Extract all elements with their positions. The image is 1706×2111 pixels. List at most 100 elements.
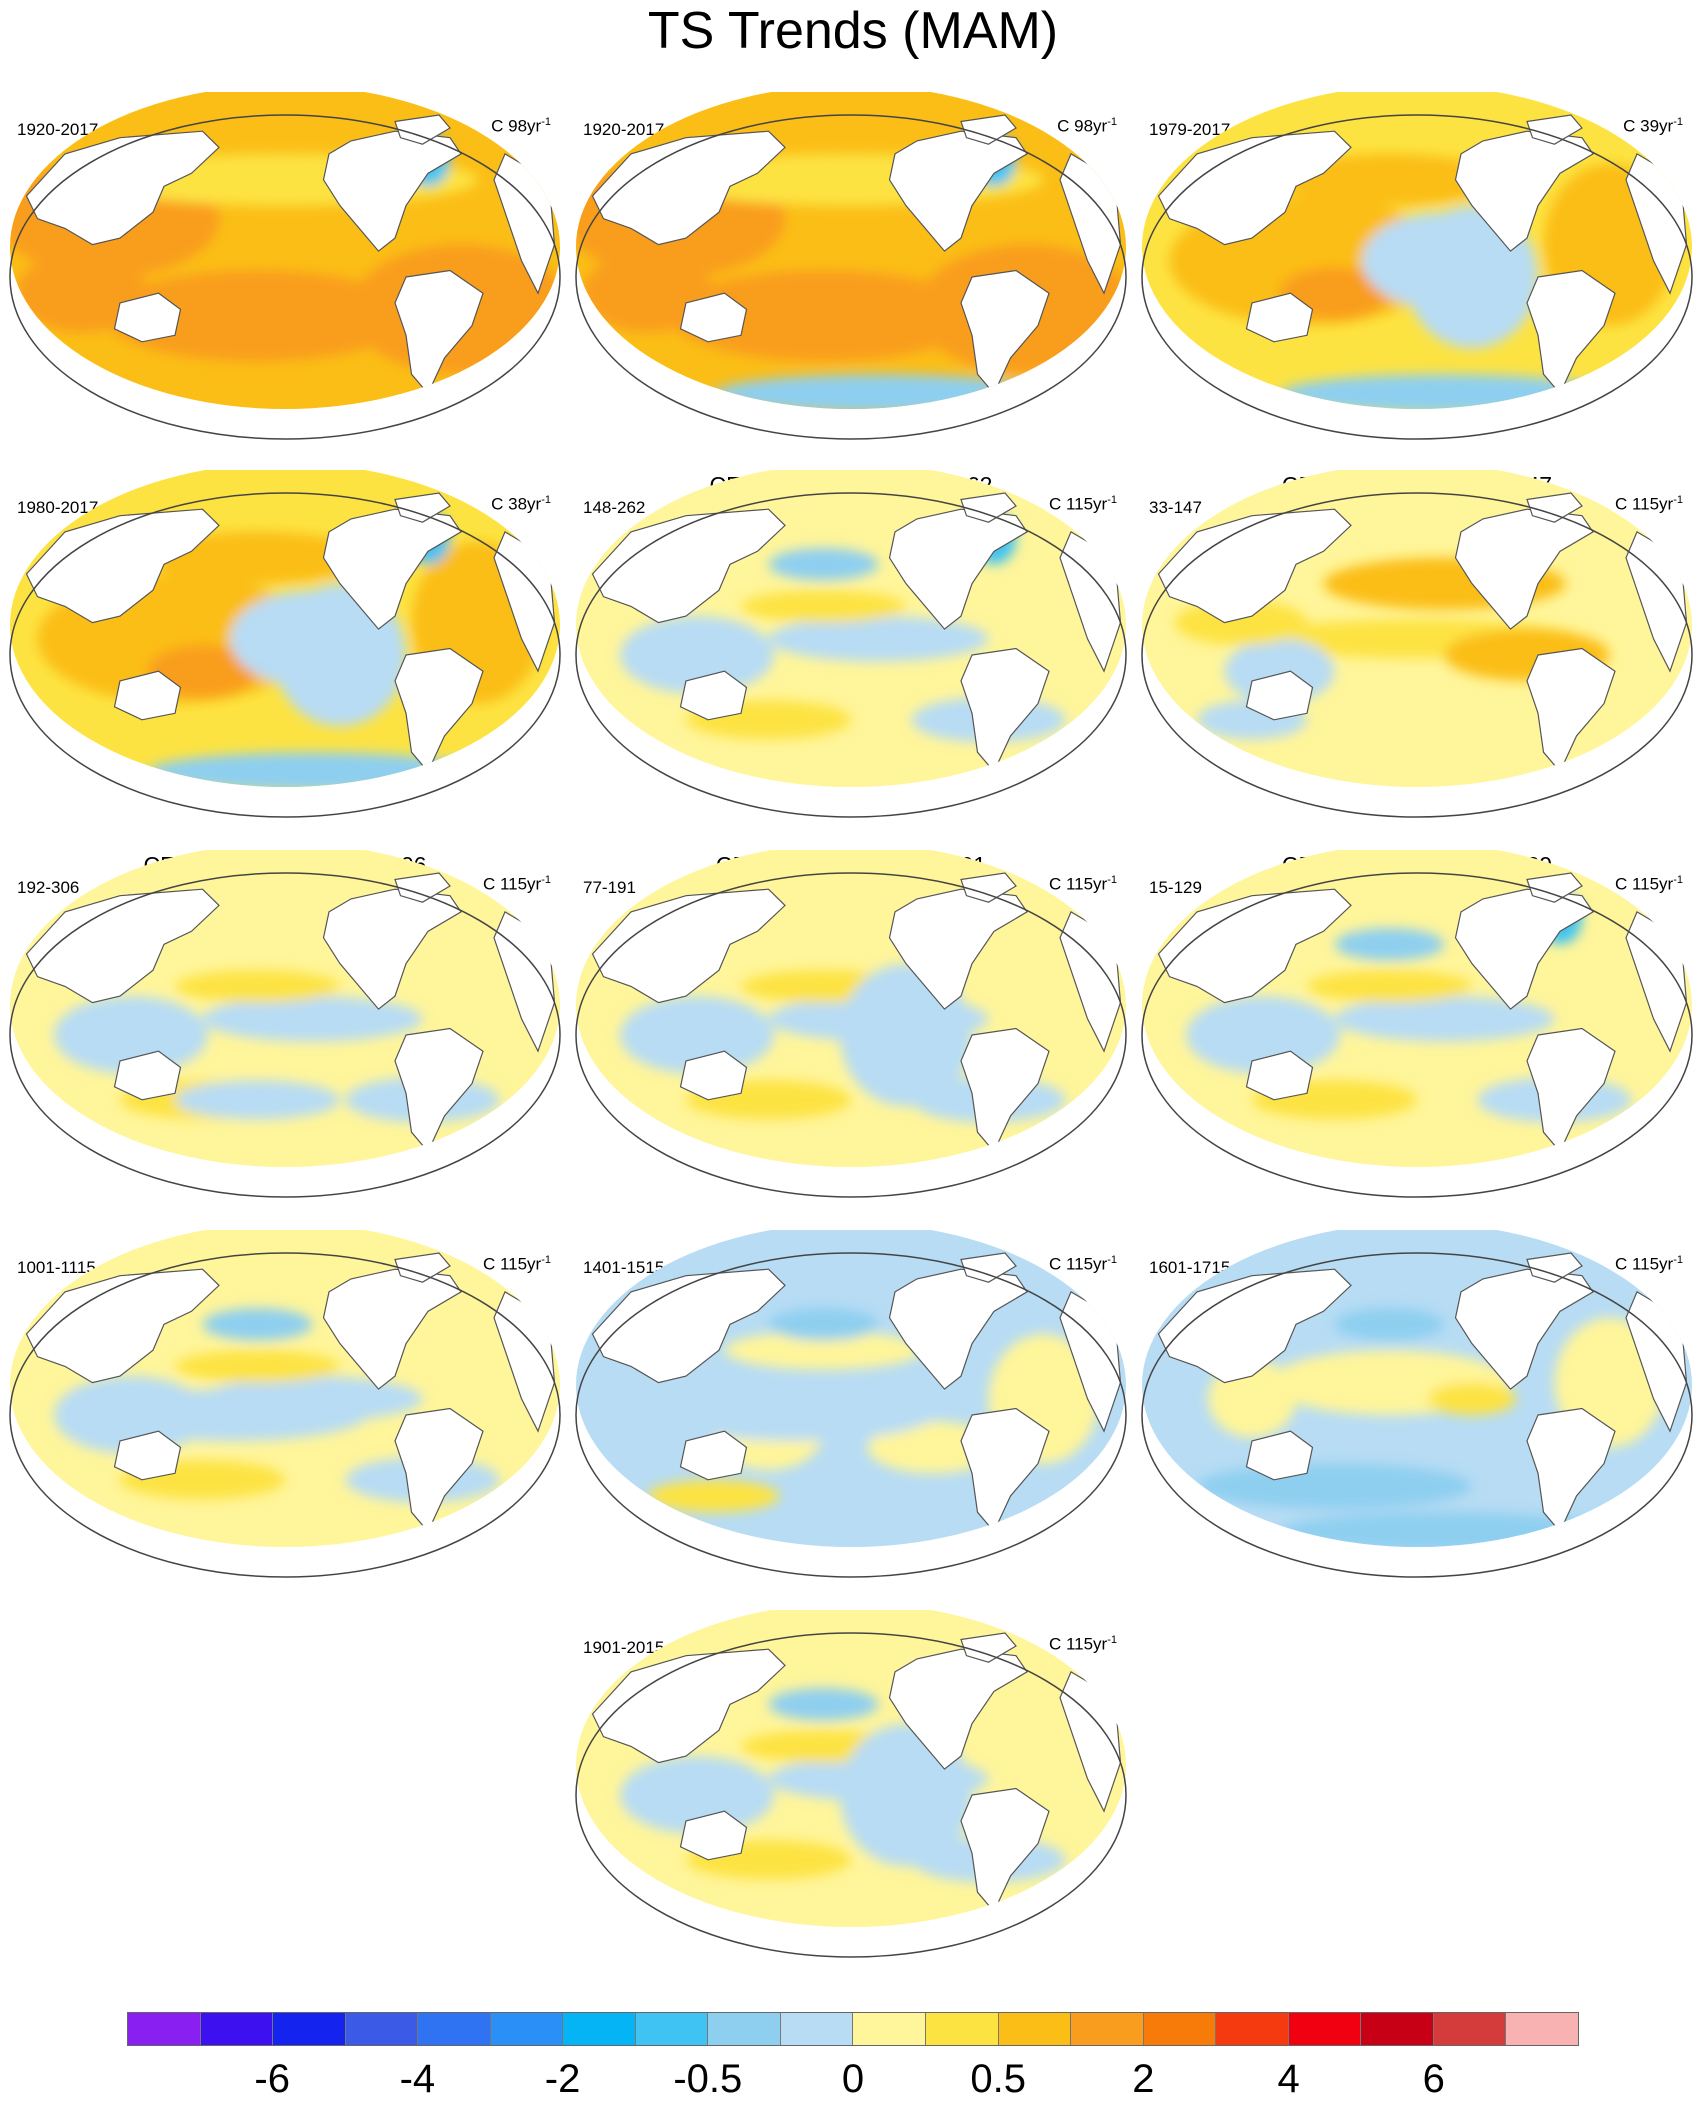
continent [960, 1027, 1050, 1153]
continent [394, 1027, 484, 1153]
units-exponent: -1 [1107, 116, 1117, 128]
trend-anomaly [768, 548, 879, 581]
continent [888, 508, 1028, 630]
units-exponent: -1 [1673, 1254, 1683, 1266]
trend-anomaly [1334, 1308, 1445, 1341]
continent [960, 647, 1050, 773]
panel-units-text: C 115yr [1048, 1254, 1108, 1274]
colorbar-box [490, 2013, 564, 2045]
colorbar-box [273, 2013, 346, 2045]
colorbar-box [708, 2013, 781, 2045]
continent [394, 1252, 451, 1283]
map-border [575, 872, 1127, 1198]
continent [1157, 888, 1352, 1004]
trend-anomaly [92, 1389, 368, 1441]
colorbar-box [1288, 2013, 1362, 2045]
panel-period: 148-262 [583, 498, 646, 517]
panel-units-text: C 98yr [491, 116, 542, 136]
trend-anomaly [768, 1308, 879, 1341]
world-map [1141, 470, 1693, 818]
continent [322, 508, 462, 630]
panel-period: 1401-1515 [583, 1258, 665, 1277]
continent [322, 888, 462, 1010]
units-exponent: -1 [1673, 874, 1683, 886]
continent [25, 1268, 220, 1384]
colorbar-box [1071, 2013, 1144, 2045]
continent [888, 130, 1028, 252]
trend-anomaly [147, 531, 368, 584]
colorbar-tick-label: 6 [1422, 2057, 1445, 2101]
continent [679, 292, 748, 343]
continent [1526, 492, 1583, 523]
colorbar-box [200, 2013, 274, 2045]
trend-anomaly [581, 254, 714, 333]
continent [1526, 1407, 1616, 1533]
panel-units: C 115yr-1 [1615, 1254, 1683, 1275]
colorbar-tick-label: 0.5 [970, 2057, 1026, 2101]
continent [591, 1648, 786, 1764]
map-border [575, 114, 1127, 440]
trend-anomaly [1428, 1382, 1516, 1415]
trend-anomaly [768, 616, 989, 662]
panel-units-text: C 115yr [1614, 1254, 1674, 1274]
panel-units-text: C 39yr [1623, 116, 1674, 136]
panel-units: C 115yr-1 [483, 1254, 551, 1275]
continent [113, 1430, 182, 1481]
trend-anomaly [741, 590, 906, 623]
continent [394, 872, 451, 903]
trend-anomaly [202, 996, 423, 1042]
colorbar-box [563, 2013, 636, 2045]
continent [1526, 1027, 1616, 1153]
colorbar-tick-label: -4 [399, 2057, 436, 2101]
panel-period: 1979-2017 [1149, 120, 1231, 139]
colorbar-tick-label: -6 [254, 2057, 290, 2101]
panel-units: C 98yr-1 [1057, 116, 1117, 137]
trend-anomaly [202, 1308, 313, 1341]
map-border [1141, 114, 1693, 440]
continent [1454, 888, 1594, 1010]
trend-anomaly [620, 1756, 774, 1834]
trend-anomaly [620, 996, 774, 1074]
continent [113, 670, 182, 721]
panel-period: 33-147 [1149, 498, 1202, 517]
trend-anomaly [1307, 970, 1472, 1003]
panel-period: 15-129 [1149, 878, 1202, 897]
colorbar-box [635, 2013, 709, 2045]
panel-units: C 115yr-1 [1049, 1254, 1117, 1275]
continent [1526, 647, 1616, 773]
trend-anomaly [620, 616, 774, 694]
continent [591, 1268, 786, 1384]
continent [1454, 1268, 1594, 1390]
world-map [1141, 1230, 1693, 1578]
continent [394, 269, 484, 395]
panel-units: C 115yr-1 [1049, 494, 1117, 515]
panel-period: 1980-2017 [17, 498, 99, 517]
units-exponent: -1 [1673, 116, 1683, 128]
colorbar-tick-label: -0.5 [673, 2057, 743, 2101]
units-exponent: -1 [1107, 1254, 1117, 1266]
continent [25, 888, 220, 1004]
continent [679, 1430, 748, 1481]
colorbar-box [128, 2013, 201, 2045]
map-border [9, 1252, 561, 1578]
trend-anomaly [768, 1688, 879, 1721]
panel-units-text: C 115yr [1614, 874, 1674, 894]
world-map [9, 850, 561, 1198]
continent [394, 647, 484, 773]
continent [113, 292, 182, 343]
trend-anomaly [669, 270, 978, 362]
panel-units-text: C 115yr [482, 874, 542, 894]
continent [960, 1787, 1050, 1913]
units-exponent: -1 [1673, 494, 1683, 506]
continent [888, 888, 1028, 1010]
continent [960, 1252, 1017, 1283]
continent [1157, 508, 1352, 624]
map-border [1141, 872, 1693, 1198]
units-exponent: -1 [1107, 874, 1117, 886]
continent [113, 1050, 182, 1101]
